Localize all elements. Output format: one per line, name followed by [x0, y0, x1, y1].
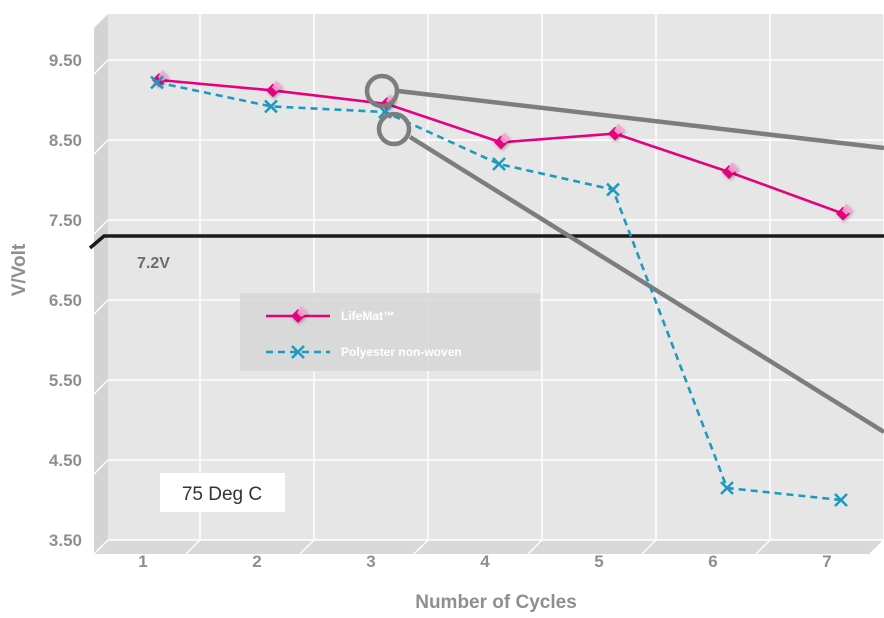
legend-marker-polyester — [291, 345, 305, 359]
annotation-box: 75 Deg C — [160, 473, 285, 512]
plot-side-wall — [94, 14, 108, 554]
legend-marker-lifemat — [291, 306, 308, 323]
y-gridline-side — [93, 459, 109, 475]
lifemat-marker — [266, 80, 283, 98]
polyester-marker — [150, 75, 164, 90]
lifemat-marker — [608, 123, 625, 141]
y-gridline-side — [93, 59, 109, 75]
annotation-label: 75 Deg C — [182, 484, 262, 505]
annotation-circle-upper — [364, 73, 400, 109]
x-gridline-floor — [755, 539, 771, 555]
y-tick-label: 4.50 — [49, 451, 82, 470]
x-tick-label: 2 — [252, 552, 261, 571]
x-gridline-floor — [299, 539, 315, 555]
polyester-marker — [492, 157, 506, 171]
plot-background — [108, 14, 884, 540]
polyester-marker — [834, 493, 848, 507]
y-axis-title: V/Volt — [9, 243, 30, 296]
trend-line-lifemat — [397, 88, 884, 151]
threshold-label: 7.2V — [137, 255, 170, 272]
polyester-marker — [720, 481, 734, 495]
y-tick-label: 5.50 — [49, 371, 82, 390]
y-gridline-side — [93, 539, 109, 555]
annotation-box-bg — [160, 473, 285, 512]
polyester-marker — [606, 182, 620, 197]
lifemat-marker — [836, 203, 853, 221]
lifemat-marker — [722, 162, 739, 179]
x-gridline-floor — [527, 539, 543, 555]
polyester-marker — [264, 99, 278, 114]
threshold-line — [88, 234, 884, 250]
y-tick-label: 7.50 — [49, 211, 82, 230]
x-gridline-floor — [869, 539, 884, 555]
legend: LifeMat™ Polyester non-woven — [240, 293, 540, 371]
y-gridline-side — [93, 299, 109, 315]
annotation-circle-lower — [376, 111, 412, 147]
y-gridline-side — [93, 219, 109, 235]
x-axis-title: Number of Cycles — [415, 592, 577, 613]
y-tick-label: 9.50 — [49, 51, 82, 70]
x-tick-label: 6 — [708, 552, 717, 571]
x-tick-label: 4 — [480, 552, 490, 571]
y-gridline-side — [93, 139, 109, 155]
legend-box — [240, 293, 540, 371]
x-tick-label: 5 — [594, 552, 603, 571]
y-tick-label: 8.50 — [49, 131, 82, 150]
y-tick-label: 3.50 — [49, 531, 82, 550]
lifemat-marker — [494, 132, 511, 150]
legend-label-lifemat: LifeMat™ — [341, 309, 395, 323]
trend-line-polyester — [408, 135, 884, 434]
plot-floor — [94, 540, 884, 554]
x-tick-label: 7 — [822, 552, 831, 571]
y-tick-label: 6.50 — [49, 291, 82, 310]
legend-label-polyester: Polyester non-woven — [341, 345, 462, 359]
x-gridline-floor — [413, 539, 429, 555]
x-gridline-floor — [641, 539, 657, 555]
x-tick-label: 3 — [366, 552, 375, 571]
x-tick-label: 1 — [138, 552, 147, 571]
y-gridline-side — [93, 379, 109, 395]
x-gridline-floor — [185, 539, 201, 555]
